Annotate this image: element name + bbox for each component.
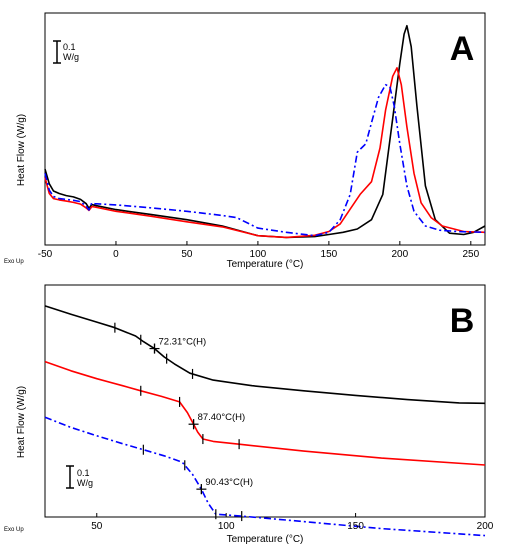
x-tick-label: 200 (391, 249, 408, 260)
scale-bar: 0.1 W/g (66, 465, 93, 489)
x-tick-label: 150 (347, 521, 364, 532)
exo-up-label: Exo Up (4, 259, 24, 265)
scale-bar-value: 0.1 (63, 42, 76, 52)
series-line-1 (44, 305, 486, 405)
x-tick-label: 50 (181, 249, 193, 260)
x-tick-label: 0 (113, 249, 119, 260)
series-line-3 (44, 416, 486, 537)
scale-bar-unit: W/g (77, 478, 93, 488)
scale-bar: 0.1 W/g (53, 40, 79, 64)
x-tick-label: 100 (218, 521, 235, 532)
glass-transition-label: 87.40°C(H) (198, 412, 246, 423)
scale-bar-value: 0.1 (77, 468, 90, 478)
x-tick-label: 100 (250, 249, 267, 260)
series-line-3 (44, 83, 486, 237)
dsc-chart-b: 50 100 150 200 72.31°C(H) 87.40°C(H) 90.43°C(… (4, 284, 494, 545)
x-axis-label: Temperature (°C) (227, 259, 304, 270)
plot-frame (44, 284, 486, 518)
x-tick-label: 150 (321, 249, 338, 260)
panel-label: B (450, 302, 475, 340)
x-axis-label: Temperature (°C) (227, 534, 304, 545)
chart-panel-b: 50 100 150 200 72.31°C(H) 87.40°C(H) 90.43°C(… (0, 277, 506, 550)
series-line-1 (44, 24, 486, 239)
chart-panel-a: -50 0 50 100 150 200 250 A 0.1 W/g Temperature… (0, 0, 506, 273)
x-tick-label: 200 (477, 521, 494, 532)
x-tick-label: -50 (38, 249, 53, 260)
panel-separator (0, 273, 506, 277)
exo-up-label: Exo Up (4, 527, 24, 533)
scale-bar-unit: W/g (63, 52, 79, 62)
x-tick-label: 50 (91, 521, 103, 532)
y-axis-label: Heat Flow (W/g) (16, 386, 27, 458)
dsc-chart-a: -50 0 50 100 150 200 250 A 0.1 W/g Temperature… (4, 12, 486, 270)
panel-label: A (450, 30, 475, 68)
glass-transition-label: 90.43°C(H) (205, 477, 253, 488)
plot-frame (44, 12, 486, 246)
x-tick-label: 250 (462, 249, 479, 260)
series-line-2 (44, 67, 486, 239)
series-line-2 (44, 360, 486, 466)
glass-transition-label: 72.31°C(H) (159, 337, 207, 348)
y-axis-label: Heat Flow (W/g) (16, 114, 27, 186)
